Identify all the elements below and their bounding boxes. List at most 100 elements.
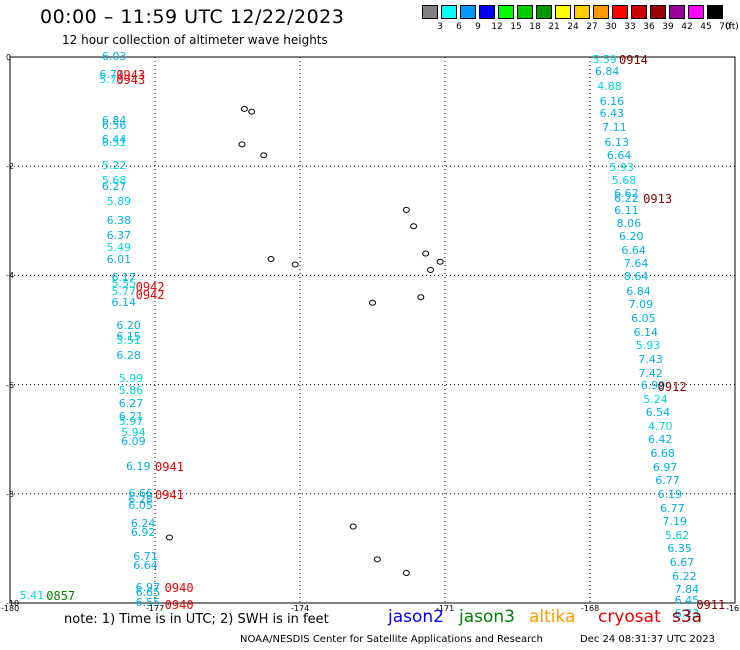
pass-time-label: 0941 <box>155 459 184 474</box>
color-swatch <box>517 5 533 19</box>
wave-height-reading: 6.44 <box>101 132 127 146</box>
color-scale-label: 36 <box>643 22 655 32</box>
wave-height-reading: 5.99 <box>118 372 144 386</box>
color-scale-label: 33 <box>624 22 636 32</box>
wave-height-reading: 6.37 <box>106 228 132 242</box>
x-tick-label: -168 <box>581 604 600 613</box>
color-swatch <box>574 5 590 19</box>
map-title: 00:00 – 11:59 UTC 12/22/2023 <box>40 6 345 28</box>
wave-height-reading: 5.93 <box>609 160 634 174</box>
wave-height-reading: 6.71 <box>99 68 124 82</box>
wave-height-reading: 5.41 <box>19 589 45 603</box>
island-outline <box>369 299 376 306</box>
wave-height-reading: 6.84 <box>626 284 651 298</box>
wave-height-reading: 7.11 <box>602 120 627 134</box>
pass-time-label: 0940 <box>164 580 194 595</box>
wave-height-reading: 5.86 <box>118 384 144 398</box>
wave-height-reading: 6.19 <box>657 487 683 501</box>
color-swatch <box>555 5 571 19</box>
island-outline <box>240 105 248 112</box>
wave-height-reading: 5.93 <box>635 339 661 353</box>
wave-height-reading: 6.71 <box>133 549 158 563</box>
wave-height-reading: 5.77 <box>111 284 137 298</box>
wave-height-reading: 8.06 <box>616 216 642 230</box>
x-tick-label: -165 <box>726 604 740 613</box>
color-scale-label: 24 <box>567 22 579 32</box>
wave-height-reading: 7.09 <box>628 298 654 312</box>
color-scale-label: 21 <box>548 22 560 32</box>
wave-height-reading: 6.38 <box>106 213 132 227</box>
pass-time-label: 0942 <box>135 280 165 295</box>
wave-height-reading: 5.89 <box>106 194 132 208</box>
wave-height-reading: 8.64 <box>623 270 649 284</box>
wave-height-reading: 6.01 <box>106 253 132 267</box>
wave-height-reading: 4.70 <box>648 420 673 434</box>
color-swatch <box>441 5 457 19</box>
wave-height-reading: 6.22 <box>672 569 697 583</box>
pass-time-label: 0943 <box>116 73 146 88</box>
x-tick-label: -174 <box>291 604 310 613</box>
wave-height-reading: 7.84 <box>674 583 700 597</box>
color-swatch <box>593 5 609 19</box>
island-outline <box>436 258 444 265</box>
wave-height-reading: 6.15 <box>116 329 141 343</box>
color-scale-label: 12 <box>491 22 503 32</box>
wave-height-reading: 6.77 <box>655 474 680 488</box>
satellite-jason3-label: jason3 <box>459 607 515 627</box>
island-outline <box>373 556 381 563</box>
pass-time-label: 0914 <box>619 52 648 67</box>
note-text: note: 1) Time is in UTC; 2) SWH is in fe… <box>64 612 329 627</box>
wave-height-reading: 6.62 <box>614 186 639 200</box>
pass-time-label: 0941 <box>155 488 184 503</box>
wave-height-reading: 5.94 <box>121 425 146 439</box>
y-tick-label: -4 <box>6 271 14 281</box>
wave-height-reading: 6.54 <box>645 405 671 419</box>
pass-time-label: 0912 <box>657 380 687 395</box>
satellite-s3a-label: s3a <box>672 607 703 627</box>
wave-height-reading: 6.22 <box>614 191 639 205</box>
wave-height-reading: 6.05 <box>128 498 153 512</box>
wave-height-reading: 6.97 <box>652 460 678 474</box>
wave-height-reading: 6.43 <box>599 107 625 121</box>
color-scale-label: 39 <box>662 22 674 32</box>
wave-height-reading: 6.64 <box>621 243 646 257</box>
wave-height-reading: 5.55 <box>111 276 137 290</box>
y-tick-label: -10 <box>6 599 20 608</box>
x-tick-label: -180 <box>1 604 20 613</box>
island-outline <box>267 256 275 263</box>
wave-height-reading: 6.23 <box>674 606 700 620</box>
wave-height-reading: 5.68 <box>101 173 127 187</box>
x-tick-label: -177 <box>146 604 165 613</box>
wave-height-reading: 6.16 <box>599 94 625 108</box>
color-swatch <box>669 5 685 19</box>
wave-height-reading: 6.92 <box>130 526 156 540</box>
wave-height-reading: 6.68 <box>650 446 675 460</box>
color-swatch <box>612 5 628 19</box>
color-scale-label: 30 <box>605 22 617 32</box>
color-scale-label: 6 <box>456 22 462 32</box>
y-tick-label: -2 <box>6 162 14 172</box>
color-swatch <box>631 5 647 19</box>
wave-height-map: 6.03 6.71 5.75 6.84 6.56 6.44 6.51 5.22 5.68 6.27… <box>9 51 736 619</box>
y-tick-label: -6 <box>6 380 14 390</box>
island-outline <box>260 152 268 159</box>
wave-height-reading: 6.13 <box>604 135 630 149</box>
wave-height-reading: 6.28 <box>116 348 141 362</box>
wave-height-reading: 6.55 <box>135 596 161 609</box>
y-tick-label: 0 <box>6 53 12 62</box>
wave-height-reading: 6.42 <box>648 433 673 447</box>
wave-height-reading: 6.09 <box>121 434 146 448</box>
wave-height-reading: 4.88 <box>597 80 622 94</box>
wave-height-reading: 7.42 <box>638 366 663 380</box>
pass-time-label: 0913 <box>643 191 673 206</box>
island-outline <box>349 523 357 530</box>
wave-height-reading: 6.19 <box>126 459 151 473</box>
wave-height-reading: 6.28 <box>128 493 153 507</box>
color-scale-label: 27 <box>586 22 598 32</box>
color-scale-label: 3 <box>437 22 443 32</box>
island-outline <box>238 141 246 148</box>
wave-height-reading: 5.49 <box>106 241 132 255</box>
wave-height-reading: 5.75 <box>99 73 124 87</box>
wave-height-reading: 6.11 <box>614 203 639 217</box>
island-outline <box>417 294 425 301</box>
